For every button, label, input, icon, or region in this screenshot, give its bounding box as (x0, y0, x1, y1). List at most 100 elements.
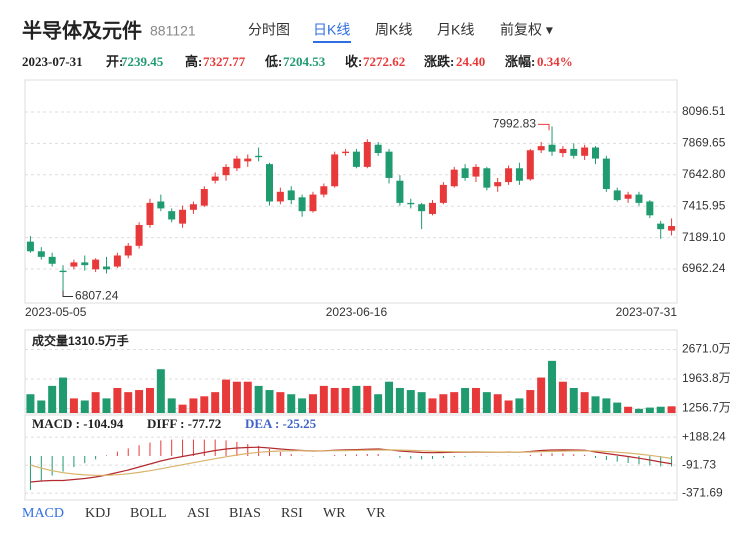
volume-bar (48, 385, 57, 413)
candle-body (668, 226, 676, 231)
candle-body (635, 194, 643, 203)
candle-body (592, 147, 599, 159)
candle-body (37, 251, 45, 257)
main-frame (24, 79, 678, 304)
y-tick-label: 7642.80 (682, 167, 726, 181)
indicator-tab[interactable]: RSI (281, 506, 303, 521)
info-label: 涨跌: (423, 54, 454, 69)
close-value: 7272.62 (363, 54, 405, 69)
candle-body (266, 164, 273, 202)
volume-bar (395, 387, 404, 413)
y-tick-label: -371.69 (682, 485, 723, 499)
candle-body (70, 262, 78, 267)
volume-bar (634, 408, 643, 413)
volume-bar (482, 392, 491, 413)
y-tick-label: 8096.51 (682, 104, 726, 118)
volume-bar (80, 400, 89, 413)
macd-frame (24, 414, 678, 501)
candle-body (233, 158, 241, 169)
candle-body (320, 186, 328, 195)
y-tick-label: 7415.95 (682, 198, 726, 212)
candle-body (298, 197, 306, 212)
candle-body (548, 144, 556, 152)
candle-body (168, 211, 176, 220)
volume-bar (417, 392, 426, 413)
volume-bar (298, 398, 307, 413)
indicator-tab[interactable]: VR (366, 506, 386, 521)
volume-bar (624, 406, 633, 413)
info-label: 涨幅: (504, 54, 535, 69)
volume-title: 成交量1310.5万手 (32, 333, 129, 348)
candle-body (309, 194, 317, 212)
volume-bar (59, 377, 68, 413)
candle-body (157, 201, 165, 209)
macd-line (30, 446, 672, 483)
change-pct-value: 0.34% (537, 54, 573, 69)
candle-body (48, 256, 56, 264)
indicator-tab[interactable]: ASI (187, 506, 210, 521)
macd-line (30, 449, 672, 476)
volume-bar (504, 400, 513, 413)
volume-bar (352, 385, 361, 413)
indicator-tab[interactable]: KDJ (85, 506, 111, 521)
volume-bar (406, 390, 415, 413)
volume-bar (287, 394, 296, 413)
volume-bar (645, 407, 654, 413)
candle-body (124, 245, 132, 256)
candle-body (81, 262, 89, 266)
tab[interactable]: 月K线 (437, 22, 474, 38)
candle-body (255, 155, 263, 158)
candle-body (113, 255, 121, 267)
volume-bar (265, 390, 274, 413)
candle-body (59, 270, 67, 273)
indicator-tab[interactable]: MACD (22, 506, 64, 521)
indicator-tab[interactable]: BIAS (229, 506, 261, 521)
date: 2023-07-31 (22, 54, 83, 69)
volume-bar (145, 387, 154, 413)
tab[interactable]: 前复权 ▾ (500, 22, 553, 38)
volume-bar (439, 394, 448, 413)
candle-body (396, 180, 404, 203)
candle-body (200, 189, 208, 206)
candle-body (222, 166, 230, 176)
low-value: 7204.53 (283, 54, 326, 69)
candle-body (342, 151, 350, 154)
candle-body (135, 225, 143, 246)
candle-body (613, 190, 621, 201)
tab[interactable]: 日K线 (313, 22, 350, 38)
volume-bar (558, 381, 567, 413)
title: 半导体及元件 (22, 18, 142, 42)
candle-body (385, 151, 393, 178)
volume-bar (537, 377, 546, 413)
tab[interactable]: 周K线 (375, 22, 412, 38)
candle-body (515, 168, 523, 181)
candle-body (657, 223, 665, 230)
y-tick-label: 7869.65 (682, 136, 726, 150)
volume-bar (200, 396, 209, 413)
y-tick-label: 1256.7万 (682, 401, 731, 415)
low-annotation: 6807.24 (75, 289, 119, 303)
volume-bar (91, 392, 100, 413)
info-label: 收: (345, 54, 362, 69)
candle-body (570, 148, 578, 156)
tab-underline (313, 41, 351, 43)
code: 881121 (150, 23, 196, 39)
candle-body (624, 194, 632, 199)
volume-bar (222, 379, 231, 413)
indicator-tab[interactable]: BOLL (130, 506, 167, 521)
candle-body (189, 204, 197, 210)
candle-body (92, 259, 100, 270)
x-tick-label: 2023-06-16 (326, 305, 388, 319)
volume-frame (24, 329, 678, 414)
volume-bar (580, 392, 589, 413)
info-label: 高: (185, 54, 202, 69)
volume-bar (385, 381, 394, 413)
volume-bar (102, 398, 111, 413)
tab[interactable]: 分时图 (248, 22, 290, 38)
candle-body (439, 184, 447, 203)
candle-body (537, 146, 545, 151)
candle-body (179, 209, 187, 224)
indicator-tab[interactable]: WR (323, 506, 346, 521)
volume-bar (363, 385, 372, 413)
candle-body (244, 158, 252, 162)
